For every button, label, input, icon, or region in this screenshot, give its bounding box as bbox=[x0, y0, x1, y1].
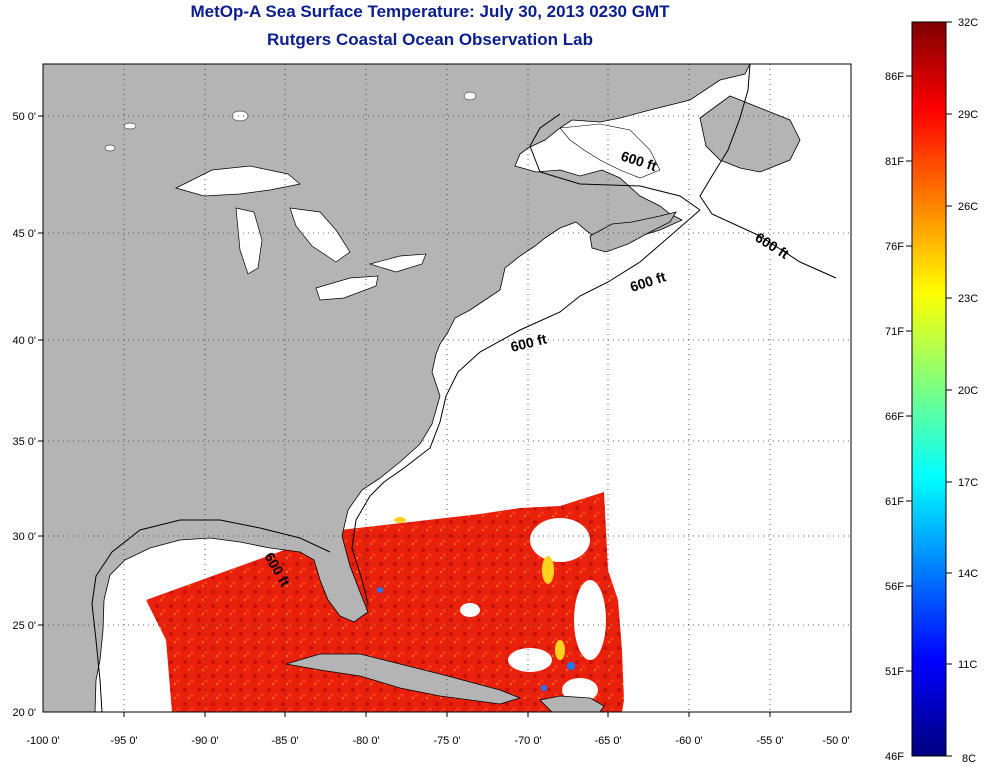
colorbar-label-c: 11C bbox=[958, 659, 977, 671]
lon-tick-label: -65 0' bbox=[594, 735, 621, 747]
lat-tick-label: 25 0' bbox=[12, 620, 36, 632]
colorbar-label-c: 23C bbox=[958, 293, 978, 305]
colorbar-fahrenheit-labels: 86F 81F 76F 71F 66F 61F 56F 51F 46F bbox=[885, 71, 904, 763]
colorbar-label-f: 81F bbox=[885, 156, 904, 168]
lat-tick-label: 45 0' bbox=[12, 228, 36, 240]
lon-tick-label: -80 0' bbox=[352, 735, 379, 747]
lat-tick-label: 30 0' bbox=[12, 531, 36, 543]
lat-tick-label: 50 0' bbox=[12, 111, 36, 123]
lon-tick-label: -85 0' bbox=[271, 735, 298, 747]
lon-tick-label: -60 0' bbox=[675, 735, 702, 747]
lon-tick-label: -75 0' bbox=[433, 735, 460, 747]
colorbar-label-c: 8C bbox=[962, 753, 976, 765]
colorbar-label-c: 17C bbox=[958, 477, 978, 489]
colorbar-label-c: 29C bbox=[958, 109, 978, 121]
land-cuba bbox=[285, 653, 522, 705]
lon-tick-label: -50 0' bbox=[822, 735, 849, 747]
colorbar-label-f: 51F bbox=[885, 666, 904, 678]
depth-contours bbox=[91, 64, 837, 712]
colorbar-label-c: 26C bbox=[958, 201, 978, 213]
cloud-gaps bbox=[460, 518, 606, 702]
lon-tick-label: -55 0' bbox=[756, 735, 783, 747]
colorbar-label-f: 71F bbox=[885, 326, 904, 338]
latitude-axis: 20 0' 25 0' 30 0' 35 0' 40 0' 45 0' 50 0… bbox=[12, 111, 36, 719]
colorbar bbox=[911, 21, 947, 757]
sst-swath bbox=[146, 492, 624, 712]
lon-tick-label: -100 0' bbox=[26, 735, 59, 747]
colorbar-label-f: 46F bbox=[885, 751, 904, 763]
warm-edge-patches bbox=[394, 517, 565, 660]
colorbar-label-f: 56F bbox=[885, 581, 904, 593]
colorbar-label-f: 61F bbox=[885, 496, 904, 508]
graticule bbox=[43, 64, 851, 712]
lat-tick-label: 20 0' bbox=[12, 707, 36, 719]
land-hispaniola bbox=[539, 695, 605, 712]
land-nova-scotia bbox=[589, 211, 677, 253]
colorbar-ticks bbox=[906, 21, 952, 757]
great-lakes bbox=[175, 165, 427, 301]
lat-tick-label: 40 0' bbox=[12, 335, 36, 347]
colorbar-label-f: 76F bbox=[885, 241, 904, 253]
colorbar-label-c: 14C bbox=[958, 568, 978, 580]
gulf-st-lawrence bbox=[559, 123, 661, 179]
land-north-america bbox=[43, 64, 751, 712]
colorbar-label-f: 86F bbox=[885, 71, 904, 83]
cool-patches bbox=[377, 587, 575, 691]
map-title: MetOp-A Sea Surface Temperature: July 30… bbox=[190, 2, 670, 21]
colorbar-label-f: 66F bbox=[885, 411, 904, 423]
lon-tick-label: -90 0' bbox=[191, 735, 218, 747]
colorbar-label-c: 32C bbox=[958, 17, 978, 29]
land-newfoundland bbox=[699, 95, 801, 173]
lat-tick-label: 35 0' bbox=[12, 436, 36, 448]
longitude-axis: -100 0' -95 0' -90 0' -85 0' -80 0' -75 … bbox=[26, 735, 849, 747]
lon-tick-label: -95 0' bbox=[110, 735, 137, 747]
colorbar-celsius-labels: 32C 29C 26C 23C 20C 17C 14C 11C 8C bbox=[958, 17, 978, 765]
lon-tick-label: -70 0' bbox=[514, 735, 541, 747]
map-subtitle: Rutgers Coastal Ocean Observation Lab bbox=[267, 30, 593, 49]
colorbar-label-c: 20C bbox=[958, 385, 978, 397]
